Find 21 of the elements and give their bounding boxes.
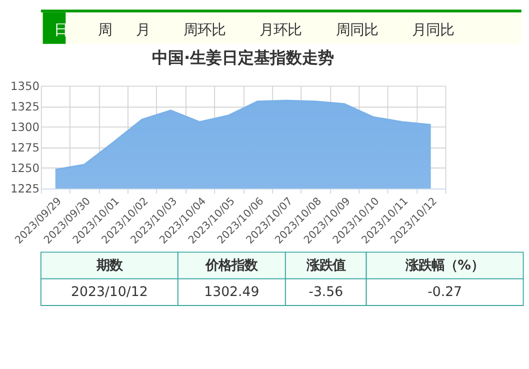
chart-title: 中国·生姜日定基指数走势 xyxy=(152,48,334,67)
y-tick-label: 1275 xyxy=(10,140,40,155)
text: 1302.49 xyxy=(204,284,260,300)
y-tick-label: 1325 xyxy=(10,100,40,114)
text: 月同比 xyxy=(412,22,454,38)
text: 周同比 xyxy=(336,22,378,38)
y-tick-label: 1300 xyxy=(10,120,40,134)
text: 周环比 xyxy=(184,22,226,38)
text: 月环比 xyxy=(260,22,302,38)
text: 周 xyxy=(98,22,112,38)
text: 涨跌幅（%） xyxy=(404,258,484,274)
text: 2023/10/12 xyxy=(71,284,148,300)
y-tick-label: 1225 xyxy=(10,182,40,196)
text: 期数 xyxy=(95,258,124,274)
text: 涨跌值 xyxy=(305,258,346,274)
y-tick-label: 1350 xyxy=(10,78,40,93)
y-tick-label: 1250 xyxy=(10,161,40,176)
text: 价格指数 xyxy=(204,258,259,274)
text: 月 xyxy=(136,22,150,38)
text: -0.27 xyxy=(428,284,462,300)
text: -3.56 xyxy=(308,284,344,300)
